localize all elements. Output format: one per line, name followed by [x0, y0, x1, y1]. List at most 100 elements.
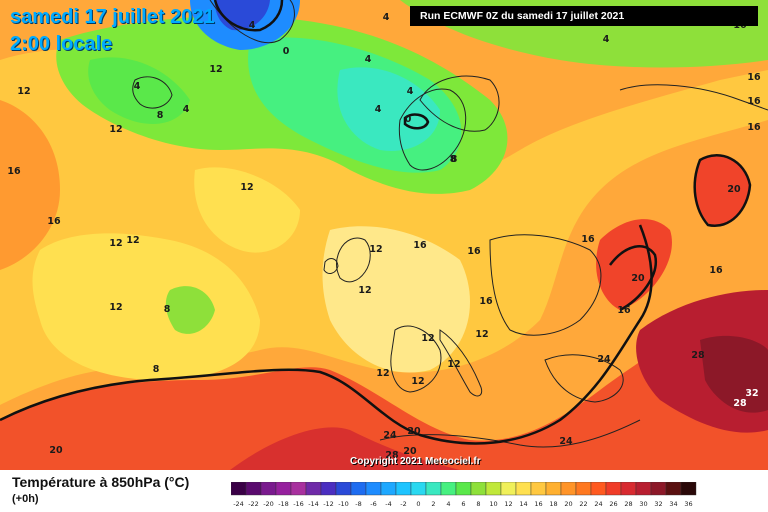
legend-swatch: [485, 482, 502, 496]
field-yellow-atlantic: [32, 233, 260, 380]
contour-label: 4: [183, 104, 190, 115]
legend-swatch: [260, 482, 277, 496]
isotherms: [0, 0, 752, 445]
contour-label: 16: [617, 305, 631, 316]
legend-swatch: [395, 482, 412, 496]
isotherm-20: [0, 224, 653, 445]
contour-label: 12: [126, 235, 139, 246]
legend-tick-label: 20: [564, 500, 572, 508]
legend-swatch: [605, 482, 622, 496]
contour-label: 4: [249, 20, 256, 31]
legend-swatch: [275, 482, 292, 496]
contour-label: 20: [407, 426, 421, 437]
contour-label: 12: [109, 124, 122, 135]
run-banner: Run ECMWF 0Z du samedi 17 juillet 2021: [410, 6, 758, 26]
contour-label: 24: [597, 354, 611, 365]
variable-label: Température à 850hPa (°C): [12, 474, 190, 490]
contour-label: 4: [383, 12, 390, 23]
field-hottest-east: [700, 335, 768, 413]
contour-label: 4: [365, 54, 372, 65]
legend-swatch: [365, 482, 382, 496]
legend-tick-label: 6: [461, 500, 465, 508]
title-date: samedi 17 juillet 2021: [10, 6, 215, 28]
legend-swatch: [575, 482, 592, 496]
legend-swatch: [515, 482, 532, 496]
legend-tick-label: 10: [489, 500, 497, 508]
contour-label: 12: [475, 329, 488, 340]
contour-label: 28: [733, 398, 747, 409]
legend-swatch: [350, 482, 367, 496]
legend-tick-label: -20: [263, 500, 274, 508]
contour-label: 16: [747, 122, 761, 133]
isotherm-0: [213, 0, 284, 32]
legend-tick-label: 32: [654, 500, 662, 508]
legend-tick-label: -10: [338, 500, 349, 508]
contour-label: 24: [559, 436, 573, 447]
field-yellow-north-atlantic: [194, 167, 300, 253]
legend-swatch: [650, 482, 667, 496]
legend-tick-label: 24: [594, 500, 602, 508]
legend-tick-label: 4: [446, 500, 450, 508]
contour-label: 12: [376, 368, 389, 379]
contour-label: 12: [358, 285, 371, 296]
legend-tick-label: -14: [308, 500, 319, 508]
legend-swatch: [530, 482, 547, 496]
legend-tick-label: 30: [639, 500, 647, 508]
contour-label: 16: [709, 265, 723, 276]
contour-label: 28: [691, 350, 705, 361]
legend-swatch: [440, 482, 457, 496]
legend-swatch: [665, 482, 682, 496]
lead-time-label: (+0h): [12, 493, 39, 505]
legend-swatch: [470, 482, 487, 496]
contour-label: 12: [109, 302, 122, 313]
legend-tick-label: -18: [278, 500, 289, 508]
legend-swatch: [680, 482, 697, 496]
contour-label: 16: [47, 216, 61, 227]
contour-label: 16: [747, 96, 761, 107]
contour-label: 12: [447, 359, 460, 370]
legend-tick-label: 2: [431, 500, 435, 508]
field-green-atlantic-pocket: [165, 286, 215, 334]
field-hot-sahara: [230, 427, 460, 470]
contour-label: 32: [745, 388, 758, 399]
legend-tick-label: 34: [669, 500, 677, 508]
temperature-map: 4 4 0 4 4 4 16 16 12 12 4 8 4 4 8 0 12 16 16 12 8 16 16 12 20 12 1…: [0, 0, 768, 470]
legend-swatch: [590, 482, 607, 496]
isotherm-0-scandinavia: [403, 113, 430, 130]
legend-swatch: [305, 482, 322, 496]
field-yellow-central-europe: [322, 226, 470, 373]
contour-label: 4: [375, 104, 382, 115]
contour-label: 4: [407, 86, 414, 97]
color-legend: -24 -22 -20 -18 -16 -14 -12 -10 -8 -6 -4 -2 0 2 4 6 8 10 1…: [231, 482, 697, 508]
contour-label: 20: [631, 273, 645, 284]
contour-label: 16: [413, 240, 427, 251]
field-orange-west: [0, 100, 60, 270]
contour-label: 20: [49, 445, 63, 456]
contour-label: 16: [479, 296, 493, 307]
contour-label: 12: [369, 244, 382, 255]
legend-swatch: [231, 482, 247, 496]
contour-label: 12: [17, 86, 30, 97]
legend-tick-label: 0: [416, 500, 420, 508]
field-green-iceland: [88, 57, 190, 124]
legend-tick-label: -8: [355, 500, 361, 508]
contour-label: 8: [153, 364, 160, 375]
legend-swatch: [320, 482, 337, 496]
contour-label: 12: [109, 238, 122, 249]
contour-label: 20: [403, 446, 417, 457]
contour-label: 16: [581, 234, 595, 245]
contour-label: 12: [411, 376, 424, 387]
contour-label: 0: [405, 114, 412, 125]
legend-tick-label: 26: [609, 500, 617, 508]
legend-swatch: [545, 482, 562, 496]
legend-swatch: [335, 482, 352, 496]
contour-label: 4: [134, 81, 141, 92]
legend-tick-label: 18: [549, 500, 557, 508]
contour-label: 12: [240, 182, 253, 193]
contour-label: 8: [451, 154, 458, 165]
legend-tick-label: -12: [323, 500, 334, 508]
field-cool-scandinavia: [337, 67, 440, 151]
coastlines: [132, 0, 768, 448]
title-time: 2:00 locale: [10, 33, 113, 55]
